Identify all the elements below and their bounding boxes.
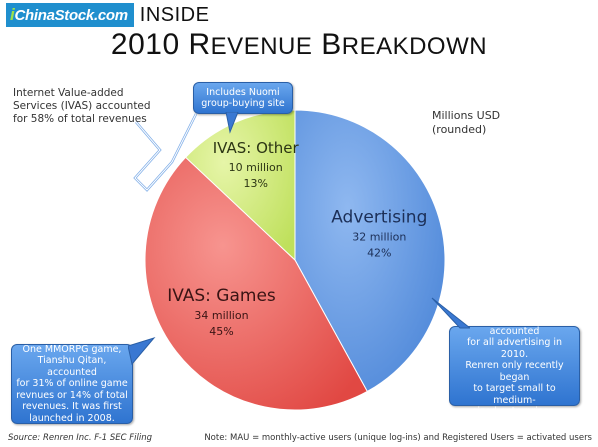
callout-line: One MMORPG game,: [22, 343, 122, 355]
page-title: 2010 REVENUE BREAKDOWN: [0, 28, 598, 62]
callout-line: to target small to medium-: [473, 383, 556, 406]
slice-other-percent-label: 13%: [243, 177, 267, 190]
callout-line: sized enterprises.: [472, 406, 557, 418]
slice-games-value-label: 34 million: [194, 309, 248, 322]
logo-box: iChinaStock.com: [6, 3, 134, 27]
title-year: 2010: [110, 28, 180, 61]
units-note: Millions USD (rounded): [432, 109, 500, 137]
ivas-note: Internet Value-added Services (IVAS) acc…: [13, 87, 151, 126]
title-word2-first: B: [321, 28, 342, 61]
slice-games-percent-label: 45%: [209, 325, 233, 338]
units-note-line: (rounded): [432, 123, 487, 136]
callout-games-pointer: [128, 337, 156, 366]
callout-line: for 31% of online game: [16, 378, 128, 390]
pie-slice-advertising: [294, 109, 446, 393]
mau-note: Note: MAU = monthly-active users (unique…: [204, 433, 592, 443]
chinastock-logo: iChinaStock.com INSIDE: [6, 3, 210, 27]
title-word2-rest: REAKDOWN: [341, 33, 488, 60]
ivas-note-line: Services (IVAS) accounted: [13, 100, 151, 112]
slice-other-value-label: 10 million: [229, 161, 283, 174]
ivas-note-line: Internet Value-added: [13, 87, 124, 99]
callout-line: for all advertising in 2010.: [466, 337, 563, 360]
units-note-line: Millions USD: [432, 109, 501, 122]
callout-nuomi: Includes Nuomi group-buying site: [193, 82, 293, 114]
callout-line: Tianshu Qitan, accounted: [37, 355, 107, 378]
callout-advertising: 248 big brands accounted for all adverti…: [449, 314, 580, 417]
title-word1-first: R: [188, 28, 211, 61]
slice-advertising-percent-label: 42%: [367, 246, 391, 259]
slice-advertising-value-label: 32 million: [352, 230, 406, 243]
logo-text: ChinaStock.com: [14, 7, 128, 24]
logo-prefix: i: [10, 5, 15, 24]
callout-line: 248 big brands accounted: [478, 314, 551, 337]
ivas-bracket-inner: [134, 113, 197, 191]
callout-games: One MMORPG game, Tianshu Qitan, accounte…: [11, 344, 133, 424]
callout-line: Renren only recently began: [465, 360, 564, 383]
title-word1-rest: EVENUE: [210, 33, 313, 60]
callout-line: launched in 2008.: [29, 412, 115, 424]
slice-games-name-label: IVAS: Games: [167, 286, 276, 306]
callout-line: group-buying site: [201, 98, 285, 109]
callout-nuomi-pointer: [225, 112, 239, 134]
callout-line: revenues. It was first: [22, 401, 122, 413]
slice-advertising-name-label: Advertising: [331, 207, 427, 227]
callout-line: Includes Nuomi: [206, 86, 280, 98]
source-note: Source: Renren Inc. F-1 SEC Filing: [8, 433, 153, 443]
callout-advertising-pointer: [431, 297, 470, 329]
callout-line: revnues or 14% of total: [16, 389, 128, 401]
pie-slice-games: [144, 156, 368, 411]
slice-other-name-label: IVAS: Other: [213, 139, 300, 157]
inside-label: INSIDE: [139, 3, 210, 26]
ivas-note-line: for 58% of total revenues: [13, 113, 147, 125]
